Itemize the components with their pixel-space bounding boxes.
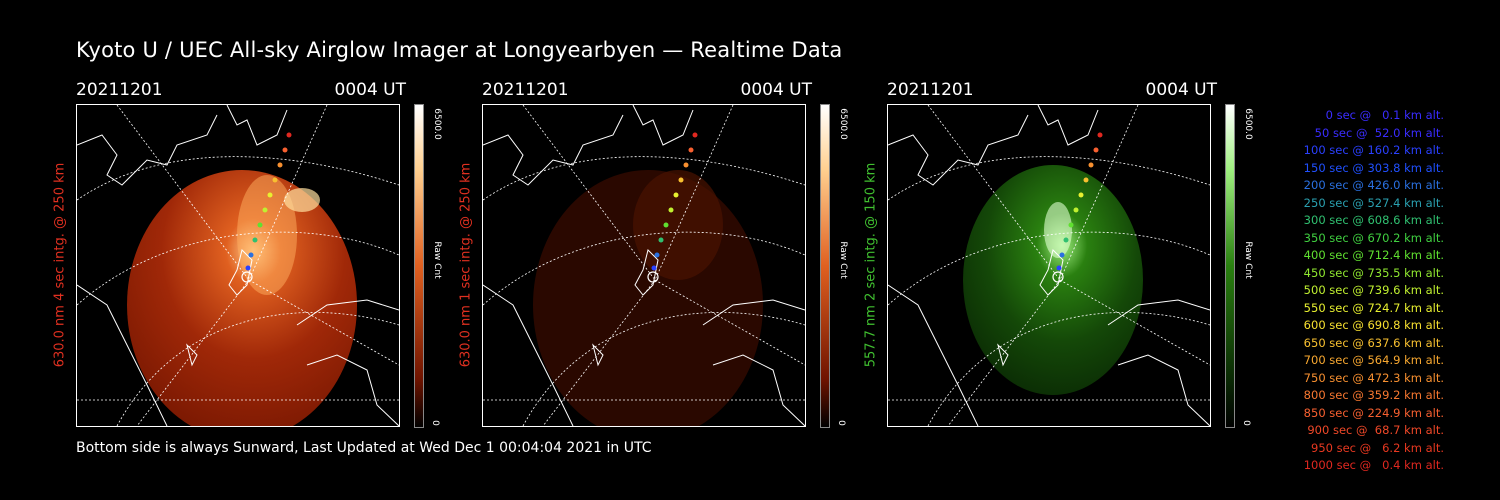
colorbar-max: 6500.0 xyxy=(1243,108,1253,140)
colorbar-label: Raw Cnt xyxy=(838,241,848,279)
colorbar xyxy=(414,104,424,428)
colorbar-min: 0 xyxy=(429,420,440,426)
legend-entry: 400 sec @ 712.4 km alt. xyxy=(1300,248,1444,262)
allsky-image xyxy=(76,104,400,427)
colorbar-max: 6500.0 xyxy=(432,108,442,140)
panel-date: 20211201 xyxy=(482,80,569,100)
satellite-track xyxy=(647,132,698,283)
airglow-disc xyxy=(127,170,357,426)
colorbar-max: 6500.0 xyxy=(838,108,848,140)
footer-note: Bottom side is always Sunward, Last Upda… xyxy=(76,440,652,456)
legend-entry: 700 sec @ 564.9 km alt. xyxy=(1300,353,1444,367)
colorbar-label: Raw Cnt xyxy=(432,241,442,279)
panel-time: 0004 UT xyxy=(334,80,407,100)
colorbar xyxy=(820,104,830,428)
legend-entry: 350 sec @ 670.2 km alt. xyxy=(1300,230,1444,245)
legend-entry: 1000 sec @ 0.4 km alt. xyxy=(1303,458,1444,472)
panel-ylabel: 557.7 nm 2 sec intg. @ 150 km xyxy=(863,162,879,368)
colorbar-label: Raw Cnt xyxy=(1243,241,1253,279)
panel-ylabel: 630.0 nm 4 sec intg. @ 250 km xyxy=(52,162,68,368)
legend-entry: 200 sec @ 426.0 km alt. xyxy=(1300,178,1444,192)
panel-630nm-1sec: 20211201 0004 UT 630.0 nm 1 sec intg. @ … xyxy=(459,80,848,430)
legend-entry: 750 sec @ 472.3 km alt. xyxy=(1300,370,1444,385)
panel-time: 0004 UT xyxy=(740,80,813,100)
allsky-map xyxy=(483,105,805,426)
panel-date: 20211201 xyxy=(887,80,974,100)
allsky-map xyxy=(77,105,399,426)
panel-557nm-2sec: 20211201 0004 UT 557.7 nm 2 sec intg. @ … xyxy=(864,80,1253,430)
page-title: Kyoto U / UEC All-sky Airglow Imager at … xyxy=(76,38,843,62)
legend-entry: 900 sec @ 68.7 km alt. xyxy=(1303,423,1444,437)
colorbar-min: 0 xyxy=(1240,420,1251,426)
legend-entry: 550 sec @ 724.7 km alt. xyxy=(1300,300,1444,315)
altitude-legend: 0 sec @ 0.1 km alt. 50 sec @ 52.0 km alt… xyxy=(1262,108,1444,476)
legend-entry: 850 sec @ 224.9 km alt. xyxy=(1300,405,1444,420)
panel-630nm-4sec: 20211201 0004 UT 630.0 nm 4 sec intg. @ … xyxy=(53,80,442,430)
legend-entry: 300 sec @ 608.6 km alt. xyxy=(1300,213,1444,227)
airglow-disc xyxy=(963,165,1143,395)
legend-entry: 0 sec @ 0.1 km alt. xyxy=(1314,108,1444,122)
allsky-image xyxy=(887,104,1211,427)
colorbar xyxy=(1225,104,1235,428)
legend-entry: 100 sec @ 160.2 km alt. xyxy=(1300,143,1444,157)
legend-entry: 500 sec @ 739.6 km alt. xyxy=(1300,283,1444,297)
legend-entry: 800 sec @ 359.2 km alt. xyxy=(1300,388,1444,402)
panel-ylabel: 630.0 nm 1 sec intg. @ 250 km xyxy=(458,162,474,368)
satellite-track xyxy=(1052,132,1103,283)
allsky-map xyxy=(888,105,1210,426)
legend-entry: 50 sec @ 52.0 km alt. xyxy=(1307,125,1444,140)
legend-entry: 950 sec @ 6.2 km alt. xyxy=(1307,440,1444,455)
satellite-track xyxy=(241,132,292,283)
legend-entry: 600 sec @ 690.8 km alt. xyxy=(1300,318,1444,332)
legend-entry: 450 sec @ 735.5 km alt. xyxy=(1300,265,1444,280)
legend-entry: 150 sec @ 303.8 km alt. xyxy=(1300,160,1444,175)
panel-time: 0004 UT xyxy=(1145,80,1218,100)
panel-date: 20211201 xyxy=(76,80,163,100)
legend-entry: 250 sec @ 527.4 km alt. xyxy=(1300,195,1444,210)
legend-entry: 650 sec @ 637.6 km alt. xyxy=(1300,335,1444,350)
allsky-image xyxy=(482,104,806,427)
colorbar-min: 0 xyxy=(835,420,846,426)
